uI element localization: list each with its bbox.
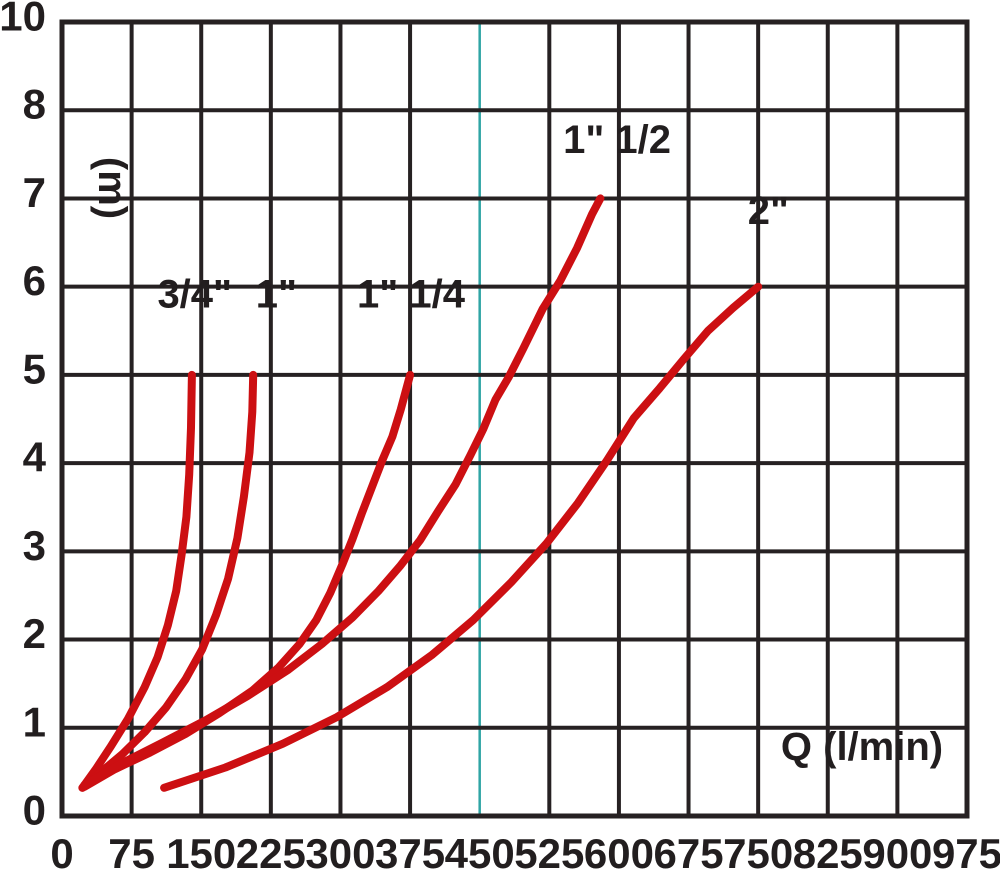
curve-pipe-1-1-2-inch xyxy=(80,194,605,790)
curve-label-pipe-1-inch: 1" xyxy=(256,273,297,317)
curve-label-pipe-2-inch: 2" xyxy=(748,189,789,233)
y-tick-label: 5 xyxy=(23,345,46,392)
y-tick-label: 1 xyxy=(23,698,46,745)
curve-pipe-1-inch xyxy=(78,370,258,792)
curve-label-pipe-1-1-2-inch: 1" 1/2 xyxy=(563,118,671,162)
x-tick-label: 0 xyxy=(50,830,73,875)
y-axis-title: (m) xyxy=(90,157,134,219)
x-tick-label: 600 xyxy=(584,830,654,875)
y-tick-label: 6 xyxy=(23,257,46,304)
x-tick-label: 75 xyxy=(108,830,155,875)
y-tick-label: 3 xyxy=(23,522,46,569)
x-tick-label: 900 xyxy=(862,830,932,875)
plot-border xyxy=(59,19,970,819)
y-tick-label: 10 xyxy=(0,0,46,40)
x-tick-label: 675 xyxy=(653,830,723,875)
curve-pipe-2-inch xyxy=(160,282,763,792)
x-tick-label: 825 xyxy=(793,830,863,875)
y-tick-label: 2 xyxy=(23,610,46,657)
x-tick-label: 150 xyxy=(166,830,236,875)
x-tick-label: 450 xyxy=(445,830,515,875)
x-axis-title: Q (l/min) xyxy=(781,725,943,769)
x-tick-label: 750 xyxy=(723,830,793,875)
y-tick-label: 7 xyxy=(23,169,46,216)
x-tick-label: 975 xyxy=(932,830,1000,875)
x-tick-label: 225 xyxy=(236,830,306,875)
x-tick-label: 525 xyxy=(514,830,584,875)
y-tick-label: 0 xyxy=(23,787,46,834)
y-tick-label: 4 xyxy=(23,434,47,481)
curve-label-pipe-1-1-4-inch: 1" 1/4 xyxy=(357,273,466,317)
curve-pipe-3-4-inch xyxy=(78,370,196,792)
curve-label-pipe-3-4-inch: 3/4" xyxy=(157,273,232,317)
y-tick-label: 8 xyxy=(23,81,46,128)
x-tick-label: 375 xyxy=(375,830,445,875)
x-tick-label: 300 xyxy=(305,830,375,875)
